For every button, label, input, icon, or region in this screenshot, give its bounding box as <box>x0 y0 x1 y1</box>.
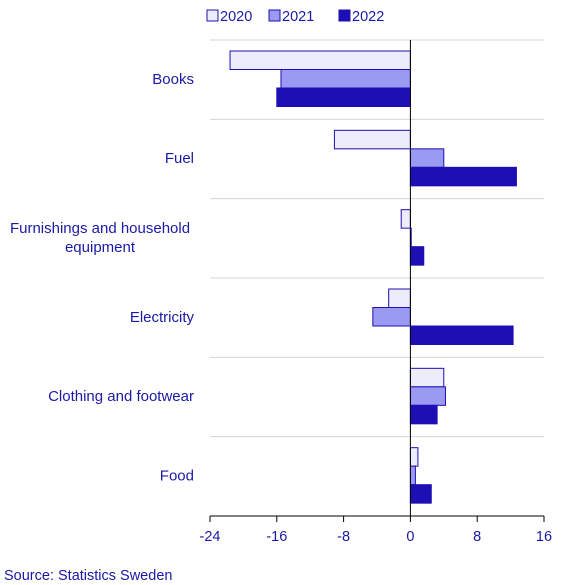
x-axis: -24 -16 -8 0 8 16 <box>200 40 552 545</box>
x-tick-label: 0 <box>406 529 414 545</box>
gridlines <box>210 39 544 438</box>
source-note: Source: Statistics Sweden <box>4 568 172 584</box>
x-tick-label: -24 <box>200 529 221 545</box>
category-label-line: Fuel <box>165 150 194 167</box>
x-tick-label: 16 <box>536 529 552 545</box>
bar-2021-1 <box>409 148 445 168</box>
bar-2022-0 <box>276 87 411 107</box>
category-label: Books <box>152 71 194 88</box>
legend-swatch-2020 <box>206 9 219 22</box>
bar-2020-5 <box>409 447 419 467</box>
bar-2021-0 <box>280 69 411 89</box>
x-tick-label: 8 <box>473 529 481 545</box>
category-label: Clothing and footwear <box>48 388 194 405</box>
bar-2021-5 <box>409 465 416 486</box>
category-label-line: Furnishings and household <box>10 220 190 237</box>
category-label-line: Books <box>152 71 194 88</box>
category-label: Fuel <box>165 150 194 167</box>
category-labels: Books Fuel Furnishings and household equipm… <box>10 71 195 485</box>
legend-label-2020: 2020 <box>220 9 252 25</box>
x-tick-label: -8 <box>337 529 350 545</box>
legend-label-2022: 2022 <box>352 9 384 25</box>
x-tick-label: -16 <box>266 529 287 545</box>
bar-2022-4 <box>409 404 438 425</box>
category-label: Electricity <box>130 309 195 326</box>
bar-2022-3 <box>409 325 514 345</box>
bar-2022-5 <box>409 484 432 504</box>
category-label-line: equipment <box>65 239 136 256</box>
category-label: Food <box>160 467 194 484</box>
bar-2020-1 <box>333 129 411 150</box>
bar-2021-3 <box>372 307 411 327</box>
bar-2022-1 <box>409 166 517 187</box>
category-label: Furnishings and household equipment <box>10 220 190 256</box>
bar-2020-2 <box>400 209 411 229</box>
category-label-line: Electricity <box>130 309 195 326</box>
bar-2022-2 <box>409 246 425 266</box>
bar-2020-4 <box>409 367 445 388</box>
legend-swatch-2022 <box>338 9 351 22</box>
category-label-line: Clothing and footwear <box>48 388 194 405</box>
bar-2021-4 <box>409 386 446 406</box>
legend-label-2021: 2021 <box>282 9 314 25</box>
bar-2020-3 <box>388 288 411 308</box>
category-label-line: Food <box>160 467 194 484</box>
bars <box>229 50 517 504</box>
legend-swatch-2021 <box>268 9 281 22</box>
legend: 2020 2021 2022 <box>206 9 384 25</box>
bar-2020-0 <box>229 50 411 70</box>
